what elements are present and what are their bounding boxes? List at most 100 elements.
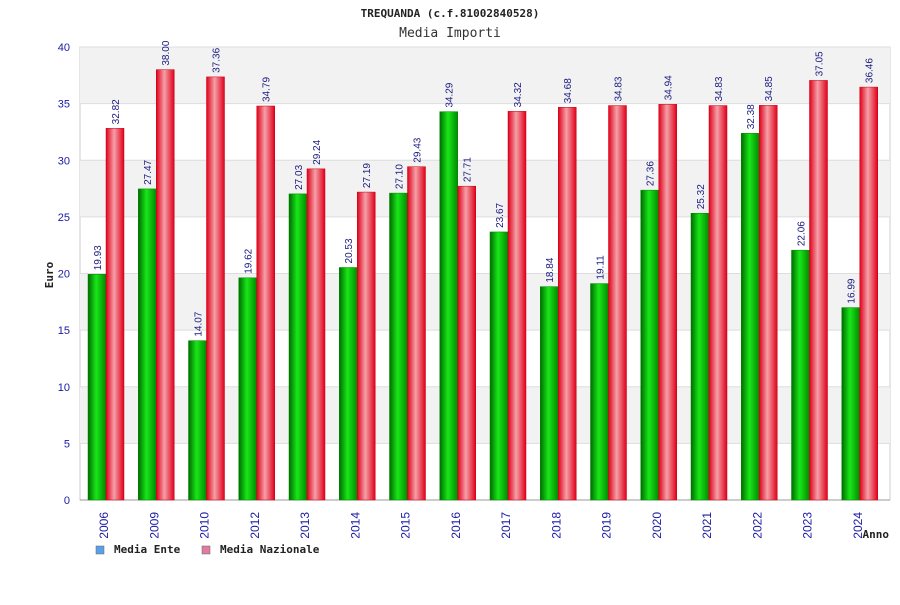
bar-media-nazionale [558,106,577,501]
value-label: 29.24 [312,139,323,164]
y-tick-label: 15 [58,325,70,337]
value-label: 20.53 [344,238,355,263]
x-tick-label: 2022 [750,512,764,539]
bar-media-ente [590,283,609,501]
bar-media-nazionale [507,111,527,501]
y-tick-label: 25 [58,212,70,224]
bar-media-nazionale [407,166,426,501]
y-axis-title: Euro [43,261,56,288]
bar-media-ente [339,267,358,501]
value-label: 34.85 [764,76,775,101]
legend-label-media-ente: Media Ente [114,543,181,556]
value-label: 27.03 [294,164,305,189]
bar-media-ente [188,340,207,501]
value-label: 27.36 [646,161,657,186]
value-label: 37.05 [815,51,826,76]
legend-swatch-media-nazionale [201,545,211,555]
value-label: 19.11 [596,255,607,280]
x-tick-label: 2020 [650,512,664,539]
bar-media-nazionale [306,168,326,501]
x-tick-label: 2006 [97,512,111,539]
x-tick-label: 2024 [851,512,865,539]
y-tick-label: 35 [58,99,70,111]
value-label: 19.93 [93,245,104,270]
value-label: 22.06 [797,221,808,246]
bar-media-nazionale [105,128,125,501]
value-label: 34.32 [513,82,524,107]
x-tick-label: 2009 [147,512,161,539]
y-tick-label: 5 [64,438,70,450]
bar-media-ente [540,286,559,501]
x-tick-label: 2015 [399,512,413,539]
x-tick-label: 2017 [499,512,513,539]
x-tick-label: 2012 [248,512,262,539]
value-label: 14.07 [194,311,205,336]
bar-media-nazionale [759,105,778,501]
x-axis-ticks: 2006 2009 2010 2012 2013 2014 2015 2016 2017 2018… [97,512,865,539]
value-label: 34.68 [563,78,574,103]
legend-label-media-nazionale: Media Nazionale [220,543,320,556]
value-label: 18.84 [545,257,556,282]
bar-media-ente [690,213,710,501]
value-label: 34.79 [262,77,273,102]
value-label: 16.99 [847,278,858,303]
bars-layer [87,69,878,501]
bar-media-ente [87,274,107,501]
y-tick-label: 40 [58,42,70,54]
value-label: 34.83 [714,76,725,101]
value-label: 32.82 [111,99,122,124]
bar-media-ente [138,188,157,501]
value-label: 19.62 [244,248,255,273]
chart-title: TREQUANDA (c.f.81002840528) [361,7,540,20]
legend-swatch-media-ente [95,545,105,555]
bar-media-ente [741,133,760,501]
x-tick-label: 2021 [700,512,714,539]
bar-media-nazionale [658,104,677,501]
value-label: 25.32 [696,184,707,209]
bar-media-nazionale [859,86,878,501]
bar-media-nazionale [457,185,476,501]
y-tick-label: 30 [58,155,70,167]
y-axis-ticks: 0 5 10 15 20 25 30 35 40 [58,42,70,507]
bar-media-nazionale [357,191,376,501]
bar-media-nazionale [608,105,627,501]
value-label: 32.38 [746,104,757,129]
value-label: 34.29 [445,82,456,107]
x-tick-label: 2013 [298,512,312,539]
bar-media-ente [791,249,810,501]
value-labels-layer: 19.93 32.82 27.47 38.00 14.07 37.36 19.62 34.79… [93,40,876,336]
bar-media-ente [238,277,257,501]
bar-media-nazionale [206,76,225,501]
value-label: 27.19 [362,163,373,188]
x-axis-title: Anno [863,528,890,541]
x-tick-label: 2019 [600,512,614,539]
value-label: 36.46 [865,58,876,83]
x-tick-label: 2018 [549,512,563,539]
value-label: 38.00 [161,40,172,65]
bar-media-ente [841,307,860,501]
y-tick-label: 0 [64,495,70,507]
value-label: 27.47 [143,159,154,184]
value-label: 29.43 [413,137,424,162]
y-tick-label: 10 [58,382,70,394]
bar-media-ente [288,193,308,501]
legend: Media Ente Media Nazionale [95,543,320,556]
y-tick-label: 20 [58,269,70,281]
bar-media-ente [389,192,408,501]
value-label: 34.94 [664,75,675,100]
bar-media-nazionale [156,69,175,501]
value-label: 27.10 [395,164,406,189]
x-tick-label: 2014 [348,512,362,539]
value-label: 27.71 [463,157,474,182]
value-label: 23.67 [495,202,506,227]
bar-media-nazionale [708,105,728,501]
bar-media-nazionale [256,105,275,501]
bar-media-ente [489,231,509,501]
bar-media-ente [640,189,659,501]
bar-media-nazionale [809,80,828,501]
value-label: 37.36 [212,47,223,72]
value-label: 34.83 [614,76,625,101]
bar-media-ente [439,111,458,501]
